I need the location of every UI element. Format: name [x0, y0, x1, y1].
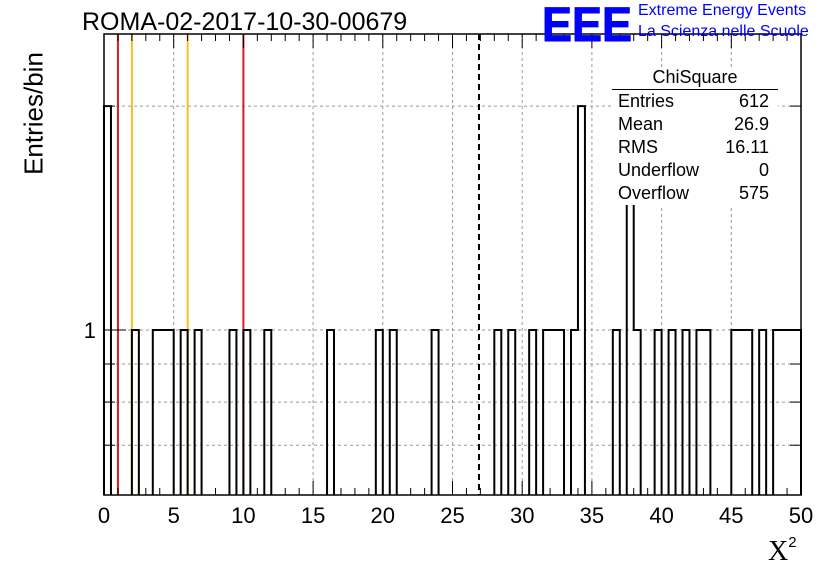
axis-ticks: [103, 34, 802, 496]
histogram-bin: [655, 330, 662, 495]
x-tick-label: 45: [719, 503, 743, 528]
histogram-bin: [634, 330, 641, 495]
histogram-bin: [229, 330, 236, 495]
logo-caption-line2: La Scienza nelle Scuole: [638, 23, 809, 40]
x-axis-label-base: X: [768, 536, 789, 567]
histogram-bin: [529, 330, 536, 495]
histogram-bin: [264, 330, 271, 495]
stats-value: 612: [738, 91, 769, 111]
eee-logo: EEE: [542, 1, 632, 45]
x-tick-label: 0: [98, 503, 110, 528]
histogram-bin: [508, 330, 515, 495]
stats-row-rms: RMS 16.11: [612, 136, 778, 159]
histogram-bin: [794, 330, 801, 495]
x-tick-label: 40: [649, 503, 673, 528]
stats-label: Entries: [618, 91, 675, 111]
histogram-bin: [669, 330, 676, 495]
stats-row-underflow: Underflow 0: [612, 159, 778, 182]
x-tick-label: 30: [510, 503, 534, 528]
chart-title: ROMA-02-2017-10-30-00679: [82, 8, 408, 36]
stats-box: ChiSquare Entries 612 Mean 26.9 RMS 16.11 U…: [612, 67, 778, 205]
stats-title: ChiSquare: [612, 67, 778, 90]
histogram-bin: [578, 106, 585, 495]
stats-label: Overflow: [618, 183, 690, 203]
stats-value: 0: [758, 160, 769, 180]
histogram-bin: [613, 330, 620, 495]
histogram-bin: [132, 330, 139, 495]
histogram-bin: [195, 330, 202, 495]
stats-label: RMS: [618, 137, 658, 157]
x-tick-label: 50: [789, 503, 813, 528]
stats-value: 575: [738, 183, 769, 203]
stats-value: 26.9: [733, 114, 769, 134]
histogram-bin: [327, 330, 334, 495]
stats-row-overflow: Overflow 575: [612, 182, 778, 205]
x-tick-label: 10: [231, 503, 255, 528]
y-axis-label: Entries/bin: [18, 52, 49, 175]
stats-label: Underflow: [618, 160, 700, 180]
logo-text: EEE: [542, 1, 632, 45]
x-tick-label: 20: [371, 503, 395, 528]
histogram-bin: [683, 330, 690, 495]
histogram-bin: [780, 330, 787, 495]
histogram-bin: [787, 330, 794, 495]
x-tick-label: 15: [301, 503, 325, 528]
reference-lines: [116, 34, 480, 495]
histogram-bin: [432, 330, 439, 495]
histogram-bin: [543, 330, 564, 495]
stats-value: 16.11: [725, 137, 769, 157]
stats-row-entries: Entries 612: [612, 90, 778, 113]
x-tick-label: 5: [168, 503, 180, 528]
x-axis-label-superscript: 2: [788, 534, 797, 551]
histogram-bin: [731, 330, 752, 495]
tick-labels: 0 5 10 15 20 25 30 35 40 45 50 1: [84, 318, 813, 528]
histogram-bin: [773, 330, 780, 495]
stats-label: Mean: [618, 114, 664, 134]
x-tick-label: 25: [440, 503, 464, 528]
x-axis-label: X2: [768, 534, 797, 568]
histogram-bin: [243, 330, 250, 495]
y-tick-label: 1: [84, 318, 96, 343]
histogram-bin: [571, 330, 578, 495]
histogram-bin: [376, 330, 383, 495]
stats-row-mean: Mean 26.9: [612, 113, 778, 136]
histogram-bin: [759, 330, 766, 495]
histogram-bin: [696, 330, 710, 495]
histogram-bin: [153, 330, 174, 495]
histogram-bin: [494, 330, 501, 495]
logo-caption-line1: Extreme Energy Events: [638, 2, 807, 19]
histogram-bin: [390, 330, 397, 495]
histogram-bin: [104, 106, 111, 495]
x-tick-label: 35: [580, 503, 604, 528]
histogram-bin: [181, 330, 188, 495]
